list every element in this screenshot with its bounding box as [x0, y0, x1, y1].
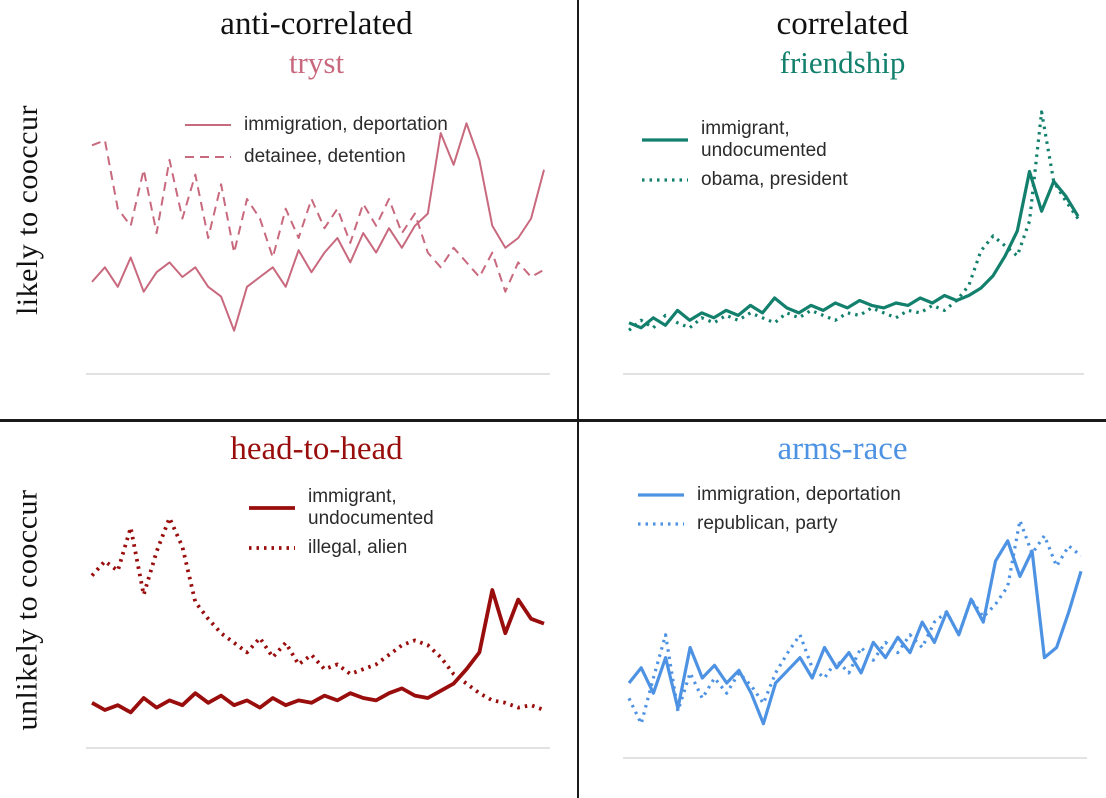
- legend-item: detainee, detention: [184, 146, 448, 168]
- legend-label: republican, party: [697, 512, 838, 534]
- legend-item: immigration, deportation: [637, 484, 901, 506]
- quadrant-head-to-head: head-to-head immigrant, undocumented ill…: [56, 422, 577, 798]
- legend-label: immigrant, undocumented: [308, 486, 434, 529]
- quadrant-arms-race: arms-race immigration, deportation repub…: [579, 422, 1106, 798]
- legend-item: immigration, deportation: [184, 114, 448, 136]
- legend-label: illegal, alien: [308, 536, 408, 558]
- dotted-line-sample-icon: [642, 178, 688, 182]
- legend-label: detainee, detention: [244, 145, 406, 167]
- legend-item: illegal, alien: [248, 537, 434, 559]
- chart-arms-race: [623, 518, 1087, 759]
- legend-label: immigration, deportation: [244, 114, 448, 135]
- solid-line-sample-icon: [642, 138, 688, 142]
- pattern-title-head-to-head: head-to-head: [230, 431, 403, 467]
- legend-label: immigrant, undocumented: [701, 118, 827, 161]
- pattern-title-arms-race: arms-race: [777, 431, 908, 467]
- dashed-line-sample-icon: [185, 155, 231, 158]
- quadrant-tryst: anti-correlated tryst immigration, depor…: [56, 0, 577, 419]
- chart-tryst: [86, 122, 550, 375]
- legend-label: obama, president: [701, 168, 848, 190]
- solid-line-sample-icon: [185, 123, 231, 126]
- legend-item: republican, party: [637, 513, 901, 535]
- chart-head-to-head: [86, 516, 550, 749]
- row-label-unlikely-to-cooccur: unlikely to cooccur: [0, 422, 56, 798]
- legend-friendship: immigrant, undocumented obama, president: [641, 118, 848, 191]
- solid-line-sample-icon: [249, 505, 295, 510]
- category-title-correlated: correlated: [776, 6, 909, 42]
- row-label-text: likely to cooccur: [11, 104, 44, 315]
- pattern-title-tryst: tryst: [288, 44, 345, 80]
- dotted-line-sample-icon: [249, 545, 295, 550]
- pattern-title-friendship: friendship: [779, 44, 906, 80]
- legend-head-to-head: immigrant, undocumented illegal, alien: [248, 486, 434, 559]
- legend-item: obama, president: [641, 169, 848, 191]
- quadrant-friendship: correlated friendship immigrant, undocum…: [579, 0, 1106, 419]
- vertical-divider: [577, 0, 579, 798]
- legend-item: immigrant, undocumented: [248, 486, 434, 530]
- horizontal-divider: [0, 419, 1106, 422]
- legend-label: immigration, deportation: [697, 484, 901, 505]
- legend-item: immigrant, undocumented: [641, 118, 848, 162]
- row-label-likely-to-cooccur: likely to cooccur: [0, 0, 56, 419]
- legend-tryst: immigration, deportation detainee, deten…: [184, 114, 448, 168]
- row-label-text: unlikely to cooccur: [11, 489, 44, 731]
- legend-arms-race: immigration, deportation republican, par…: [637, 484, 901, 535]
- chart-friendship: [623, 110, 1084, 375]
- category-title-anti-correlated: anti-correlated: [220, 6, 413, 42]
- dotted-line-sample-icon: [638, 522, 684, 526]
- solid-line-sample-icon: [638, 493, 684, 497]
